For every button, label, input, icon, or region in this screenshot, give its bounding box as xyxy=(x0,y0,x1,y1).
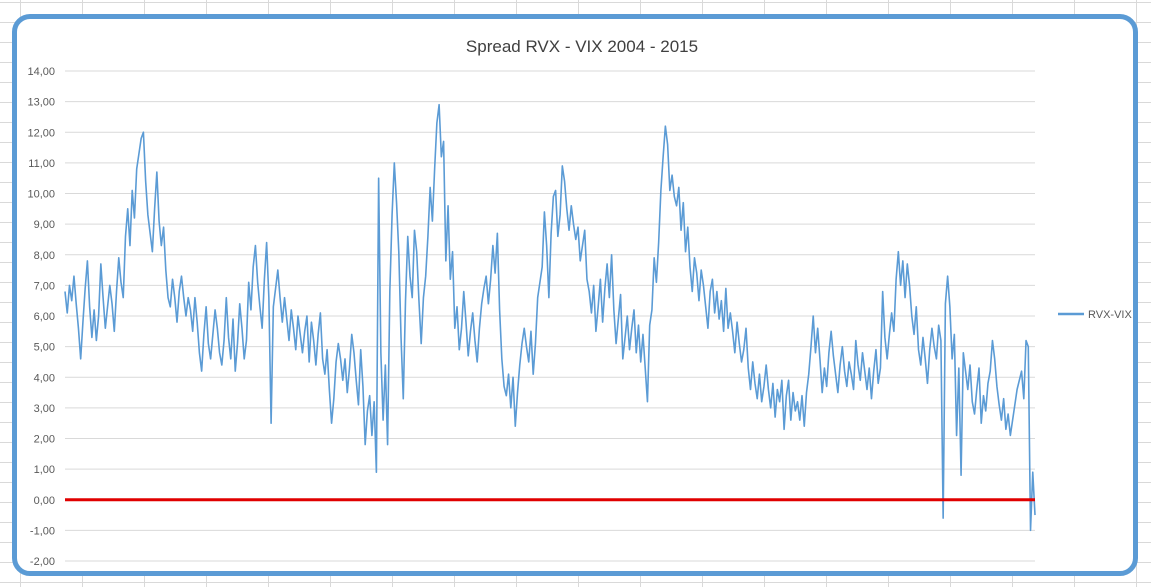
series-line-rvx-vix xyxy=(64,103,1036,532)
y-tick-label: 5,00 xyxy=(34,342,55,354)
chart-frame[interactable]: Spread RVX - VIX 2004 - 2015 14,00 13,00 1… xyxy=(12,14,1138,576)
y-tick-label: 11,00 xyxy=(28,158,55,170)
y-tick-label: 7,00 xyxy=(34,280,55,292)
y-tick-label: 9,00 xyxy=(34,219,55,231)
y-tick-label: 0,00 xyxy=(34,495,55,507)
y-tick-label: 2,00 xyxy=(34,434,55,446)
legend: RVX-VIX xyxy=(1058,309,1132,321)
line-chart: Spread RVX - VIX 2004 - 2015 14,0013,001… xyxy=(27,37,1132,568)
series-layer xyxy=(64,103,1036,532)
y-tick-label: 12,00 xyxy=(27,127,55,139)
y-tick-label: 6,00 xyxy=(34,311,55,323)
y-tick-label: 14,00 xyxy=(27,66,55,78)
y-tick-label: 10,00 xyxy=(27,189,55,201)
y-tick-label: 4,00 xyxy=(34,372,55,384)
legend-label-rvx-vix: RVX-VIX xyxy=(1088,309,1132,321)
y-tick-label: 1,00 xyxy=(34,464,55,476)
y-tick-label: -1,00 xyxy=(30,525,55,537)
y-tick-label: 3,00 xyxy=(34,403,55,415)
y-tick-label: -2,00 xyxy=(30,556,55,568)
chart-title: Spread RVX - VIX 2004 - 2015 xyxy=(466,37,698,56)
y-tick-label: 8,00 xyxy=(34,250,55,262)
gridlines xyxy=(65,70,1035,562)
y-axis-ticks: 14,00 13,00 12,00 11,00 10,00 9,00 8,00 7,00 6,0… xyxy=(27,66,55,568)
y-tick-label: 13,00 xyxy=(27,97,55,109)
